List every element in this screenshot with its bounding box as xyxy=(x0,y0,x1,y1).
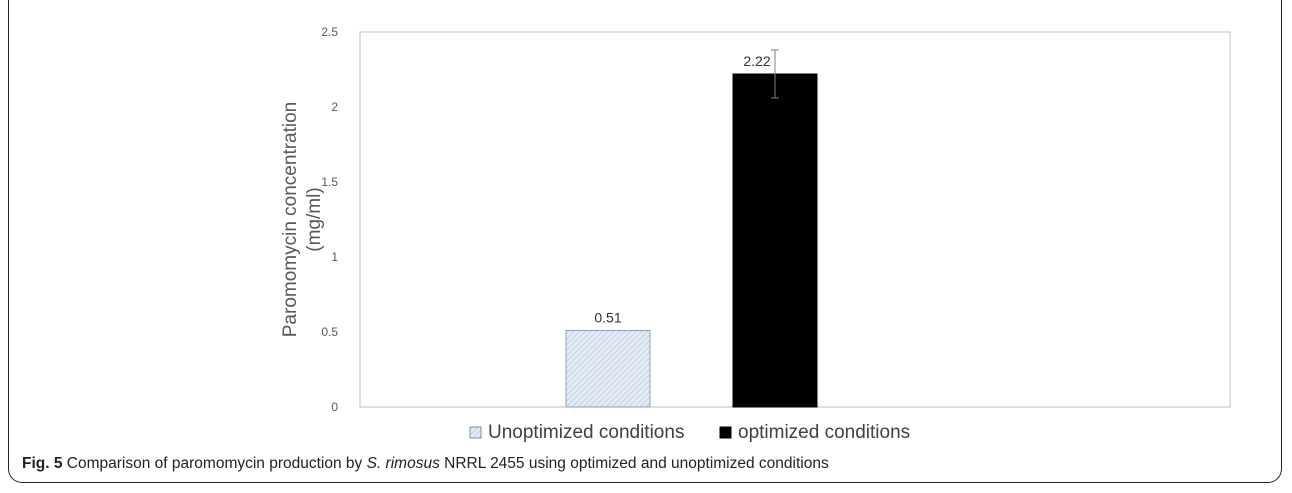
legend-label: Unoptimized conditions xyxy=(488,422,684,443)
y-axis-label-line1: Paromomycin concentration xyxy=(280,102,301,338)
y-axis-label-line2: (mg/ml) xyxy=(304,187,325,251)
y-tick-label: 2.5 xyxy=(321,25,338,39)
legend-label: optimized conditions xyxy=(738,422,910,443)
data-label: 2.22 xyxy=(743,53,770,69)
legend-swatch xyxy=(469,426,482,439)
figure-caption: Fig. 5 Comparison of paromomycin product… xyxy=(22,455,829,473)
y-tick-label: 0.5 xyxy=(321,325,338,339)
y-tick-label: 0 xyxy=(331,400,338,414)
y-tick-label: 1.5 xyxy=(321,175,338,189)
figure-label: Fig. 5 xyxy=(22,455,63,472)
caption-text-after: NRRL 2455 using optimized and unoptimize… xyxy=(439,455,829,472)
figure-frame xyxy=(8,0,1282,483)
bar-optimized xyxy=(732,73,818,408)
legend: Unoptimized conditions optimized conditio… xyxy=(469,422,910,443)
y-tick-label: 1 xyxy=(331,250,338,264)
y-tick-label: 2 xyxy=(331,100,338,114)
legend-swatch xyxy=(719,426,732,439)
caption-text-before: Comparison of paromomycin production by xyxy=(62,455,367,472)
bar-chart: 00.511.522.5 0.512.22 Paromomycin concen… xyxy=(280,25,1231,443)
data-label: 0.51 xyxy=(594,310,621,326)
caption-organism: S. rimosus xyxy=(366,455,440,472)
bar-unoptimized xyxy=(565,330,651,408)
